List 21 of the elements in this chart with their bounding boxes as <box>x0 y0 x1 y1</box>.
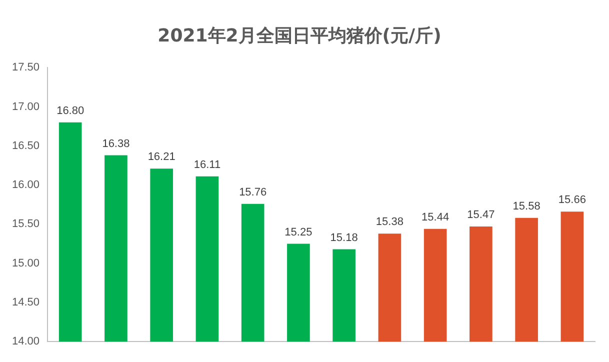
y-tick-label: 14.50 <box>12 296 40 308</box>
data-label: 16.38 <box>102 138 130 150</box>
y-tick-label: 15.50 <box>12 218 40 230</box>
data-label: 15.44 <box>422 211 450 224</box>
data-label: 15.38 <box>376 216 404 228</box>
y-tick-label: 16.00 <box>12 179 40 192</box>
y-tick-label: 17.50 <box>12 62 40 74</box>
data-label: 15.25 <box>284 226 312 238</box>
chart-title: 2021年2月全国日平均猪价(元/斤) <box>158 25 442 46</box>
y-tick-label: 16.50 <box>12 140 40 152</box>
data-label: 15.66 <box>558 194 586 206</box>
y-tick-label: 17.00 <box>12 100 40 113</box>
data-label: 15.47 <box>467 209 495 222</box>
data-label: 15.18 <box>330 232 358 244</box>
data-label: 15.58 <box>512 200 540 212</box>
data-label: 16.11 <box>194 158 221 171</box>
y-tick-label: 14.00 <box>12 336 40 348</box>
y-tick-label: 15.00 <box>12 257 40 270</box>
data-label: 16.80 <box>56 104 84 117</box>
data-label: 15.76 <box>239 186 267 198</box>
data-label: 16.21 <box>148 151 176 164</box>
